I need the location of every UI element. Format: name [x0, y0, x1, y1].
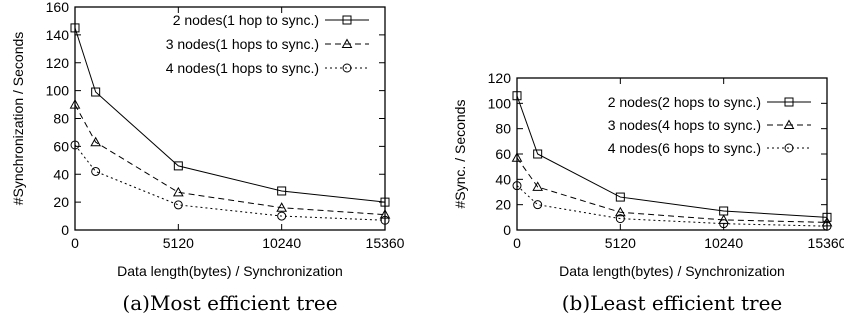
legend-marker	[341, 38, 353, 48]
series-line	[74, 144, 386, 221]
y-tick-label: 40	[495, 171, 511, 187]
y-tick-label: 20	[495, 197, 511, 213]
data-point	[91, 87, 101, 97]
legend-entry: 3 nodes(1 hops to sync.)	[166, 36, 319, 52]
series-line	[74, 104, 386, 216]
y-tick-label: 100	[46, 83, 70, 99]
data-point	[173, 200, 183, 210]
legend-entry: 2 nodes(2 hops to sync.)	[608, 94, 761, 110]
data-point	[276, 202, 288, 212]
data-point	[69, 99, 81, 109]
legend-marker	[784, 143, 794, 153]
legend: 2 nodes(2 hops to sync.) 3 nodes(4 hops t…	[608, 94, 811, 156]
data-point	[615, 192, 625, 202]
legend-entry: 4 nodes(6 hops to sync.)	[608, 140, 761, 156]
y-tick-label: 120	[488, 70, 512, 86]
data-point	[379, 209, 391, 219]
y-tick-label: 100	[488, 95, 512, 111]
legend-entry: 3 nodes(4 hops to sync.)	[608, 117, 761, 133]
y-tick-label: 60	[495, 146, 511, 162]
y-tick-label: 0	[503, 222, 511, 238]
x-tick-label: 5120	[605, 235, 636, 251]
y-tick-label: 160	[46, 0, 70, 15]
series-line	[516, 157, 828, 223]
x-axis: 0 5120 10240 15360	[71, 7, 405, 251]
data-point	[512, 91, 522, 101]
data-point	[615, 214, 625, 224]
data-point	[511, 152, 523, 162]
data-point	[380, 215, 390, 225]
x-tick-label: 15360	[808, 235, 844, 251]
y-axis-label: #Synchronization / Seconds	[10, 32, 26, 206]
y-tick-label: 140	[46, 27, 70, 43]
data-point	[822, 221, 832, 231]
legend-marker	[784, 97, 794, 107]
x-tick-label: 10240	[262, 235, 301, 251]
chart-panel-a: 0 20 40 60 80 100 120 140 160 0 5120 10240 15360 2 …	[10, 0, 405, 315]
data-point	[173, 161, 183, 171]
data-point	[533, 200, 543, 210]
chart-caption: (a)Most efficient tree	[122, 291, 337, 315]
y-tick-label: 80	[495, 121, 511, 137]
y-axis: 0 20 40 60 80 100 120	[488, 70, 827, 238]
x-axis-label: Data length(bytes) / Synchronization	[117, 263, 343, 279]
series-group	[69, 23, 391, 225]
series-group	[511, 91, 833, 231]
y-tick-label: 20	[53, 194, 69, 210]
data-point	[614, 206, 626, 217]
x-tick-label: 5120	[163, 235, 194, 251]
legend-marker	[342, 63, 352, 73]
data-point	[277, 186, 287, 196]
x-tick-label: 0	[71, 235, 79, 251]
data-point	[719, 219, 729, 229]
series-line	[516, 185, 828, 227]
y-axis-label: #Sync. / Seconds	[452, 100, 468, 209]
data-point	[821, 216, 833, 227]
data-point	[533, 149, 543, 159]
series-line	[74, 27, 386, 203]
y-tick-label: 60	[53, 138, 69, 154]
legend-marker	[342, 15, 352, 25]
x-tick-label: 10240	[704, 235, 743, 251]
data-point	[822, 212, 832, 222]
legend-entry: 2 nodes(1 hop to sync.)	[173, 12, 319, 28]
y-tick-label: 80	[53, 111, 69, 127]
x-axis: 0 5120 10240 15360	[513, 78, 844, 251]
legend-marker	[783, 119, 795, 129]
data-point	[90, 136, 102, 147]
x-axis-label: Data length(bytes) / Synchronization	[559, 263, 785, 279]
y-tick-label: 0	[61, 222, 69, 238]
series-line	[516, 95, 828, 218]
y-tick-label: 40	[53, 166, 69, 182]
legend-entry: 4 nodes(1 hops to sync.)	[166, 60, 319, 76]
data-point	[380, 197, 390, 207]
x-tick-label: 0	[513, 235, 521, 251]
data-point	[70, 23, 80, 33]
legend: 2 nodes(1 hop to sync.) 3 nodes(1 hops to…	[166, 12, 369, 76]
data-point	[172, 186, 184, 197]
chart-caption: (b)Least efficient tree	[562, 291, 783, 315]
y-tick-label: 120	[46, 55, 70, 71]
y-axis: 0 20 40 60 80 100 120 140 160	[46, 0, 385, 238]
data-point	[512, 181, 522, 191]
chart-panel-b: 0 20 40 60 80 100 120 0 5120 10240 15360 2 nodes(…	[452, 70, 844, 315]
data-point	[277, 211, 287, 221]
data-point	[70, 140, 80, 150]
x-tick-label: 15360	[366, 235, 405, 251]
data-point	[91, 166, 101, 176]
data-point	[532, 181, 544, 191]
